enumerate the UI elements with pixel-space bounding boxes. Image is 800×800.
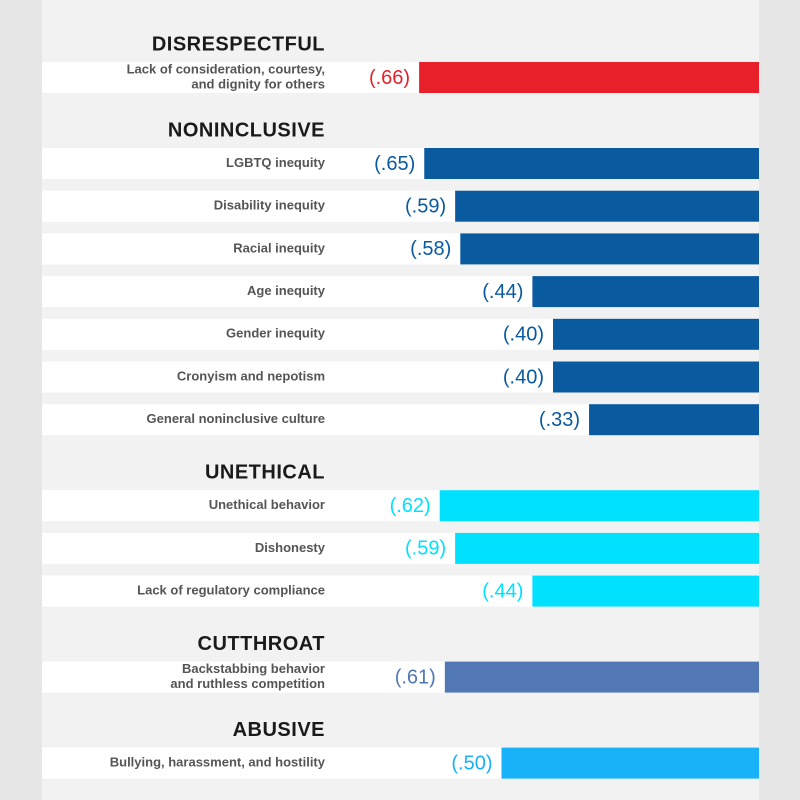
bar — [553, 318, 759, 350]
row-label: General noninclusive culture — [147, 411, 325, 426]
value-label: (.58) — [410, 238, 451, 260]
bar — [460, 233, 759, 265]
bar — [501, 747, 759, 779]
row-label: Bullying, harassment, and hostility — [110, 755, 326, 770]
row-label: Age inequity — [247, 283, 326, 298]
row-label: Lack of consideration, courtesy, — [127, 61, 325, 76]
row-label: Cronyism and nepotism — [177, 368, 325, 383]
row-label: Dishonesty — [255, 540, 326, 555]
value-label: (.62) — [390, 495, 431, 517]
bar — [419, 62, 759, 93]
bar — [532, 276, 759, 308]
bar — [444, 661, 759, 693]
value-label: (.40) — [503, 324, 544, 346]
row-label: LGBTQ inequity — [226, 155, 326, 170]
group-title: UNETHICAL — [205, 461, 325, 483]
value-label: (.33) — [539, 409, 580, 431]
bar — [553, 361, 759, 393]
row-label: and dignity for others — [191, 76, 325, 91]
value-label: (.66) — [369, 67, 410, 89]
group-title: ABUSIVE — [233, 719, 325, 741]
value-label: (.50) — [451, 752, 492, 774]
bar — [455, 190, 759, 222]
row-label: Backstabbing behavior — [182, 661, 325, 676]
row-label: Unethical behavior — [209, 497, 325, 512]
value-label: (.44) — [482, 281, 523, 303]
bar — [439, 490, 759, 522]
value-label: (.59) — [405, 538, 446, 560]
group-title: DISRESPECTFUL — [152, 33, 325, 55]
group-title: CUTTHROAT — [198, 633, 325, 655]
value-label: (.61) — [395, 666, 436, 688]
row-label: Racial inequity — [233, 240, 326, 255]
row-label: Gender inequity — [226, 326, 326, 341]
value-label: (.40) — [503, 366, 544, 388]
bar — [424, 148, 759, 179]
row-label: Lack of regulatory compliance — [137, 583, 325, 598]
bar — [589, 404, 759, 436]
row-label: and ruthless competition — [170, 676, 325, 691]
value-label: (.44) — [482, 580, 523, 602]
row-label: Disability inequity — [214, 198, 326, 213]
group-title: NONINCLUSIVE — [168, 119, 325, 141]
bar — [532, 575, 759, 607]
bar — [455, 532, 759, 564]
value-label: (.59) — [405, 195, 446, 217]
value-label: (.65) — [374, 153, 415, 175]
